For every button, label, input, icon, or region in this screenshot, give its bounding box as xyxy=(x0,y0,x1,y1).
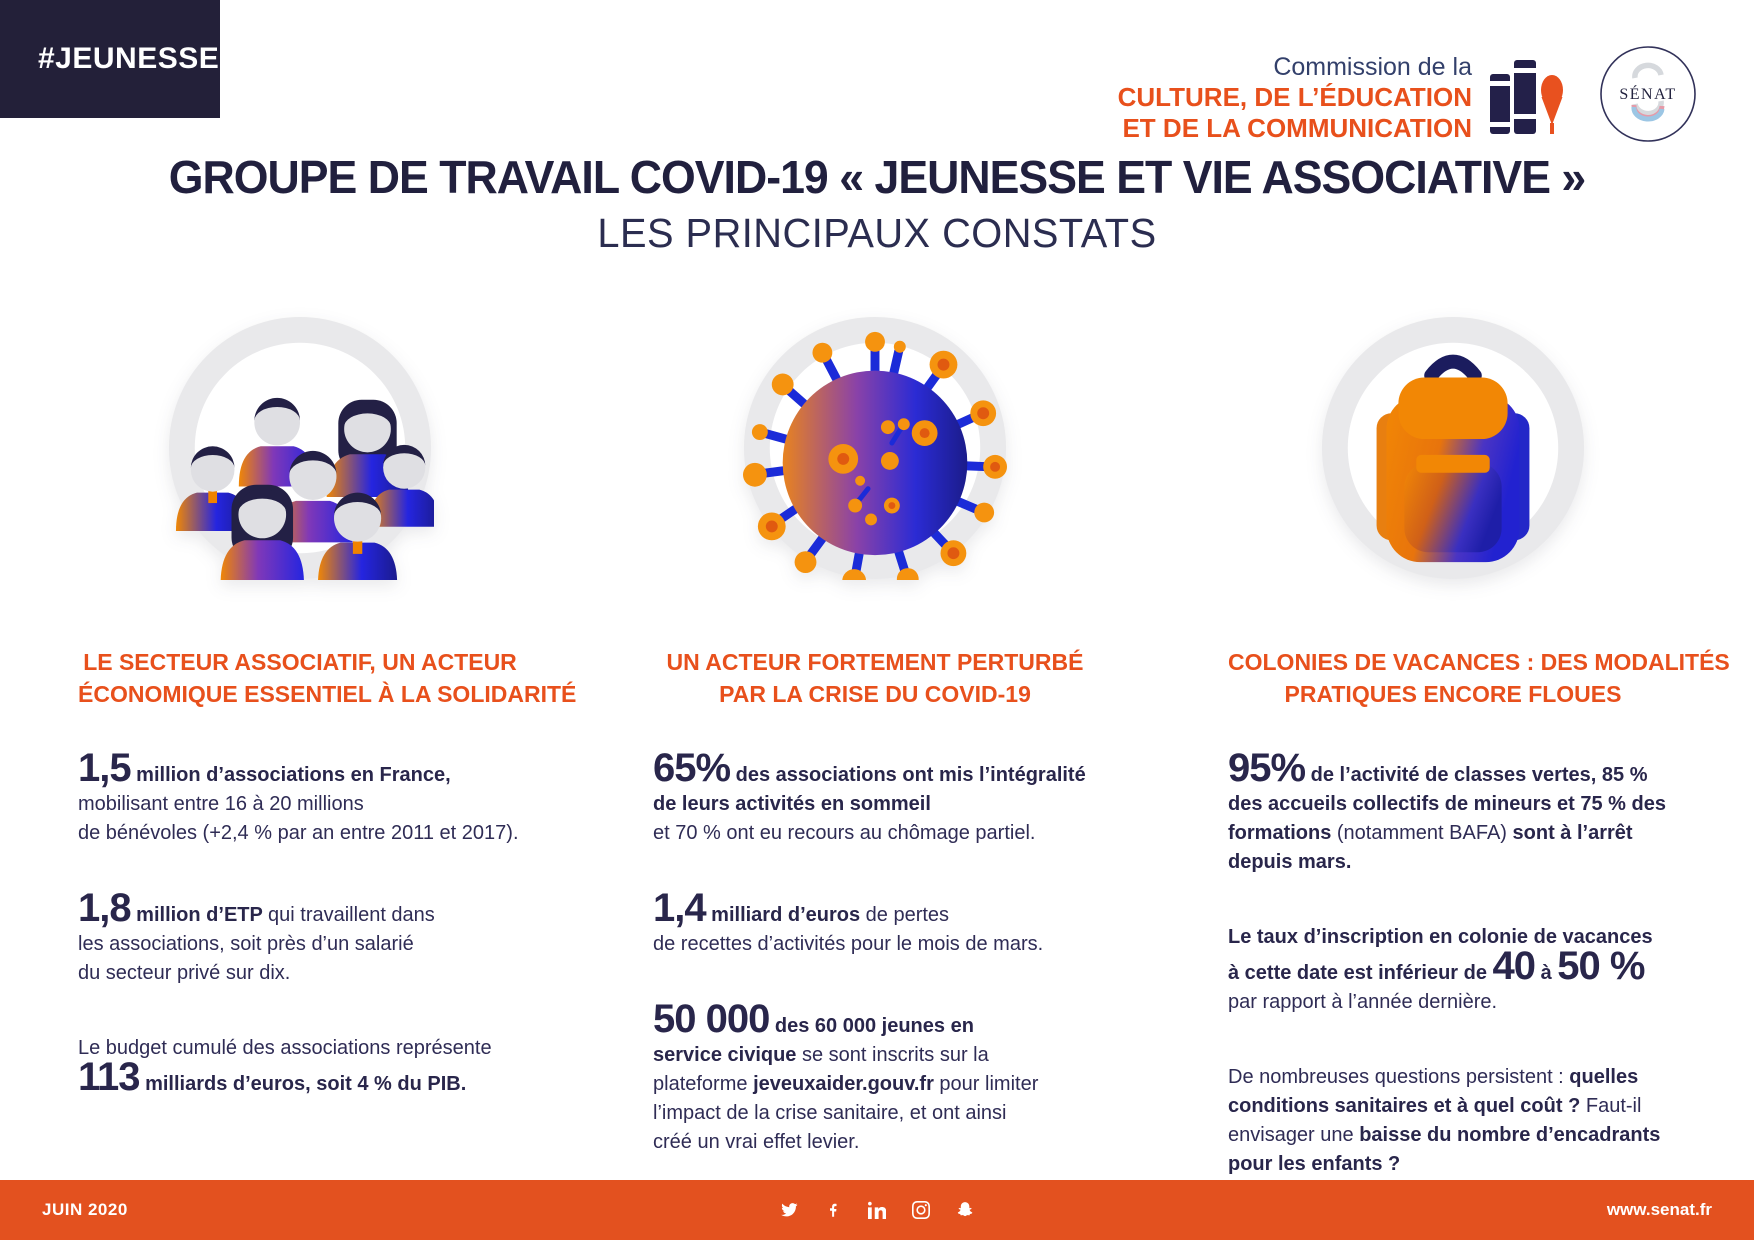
text-segment: conditions sanitaires et à quel coût ? xyxy=(1228,1095,1581,1117)
text-segment: 50 000 xyxy=(653,997,770,1041)
text-segment: (notamment BAFA) xyxy=(1331,822,1513,844)
text-segment: qui travaillent dans xyxy=(268,904,435,926)
hashtag-label: #JEUNESSE xyxy=(38,42,220,75)
stat-paragraph: 65% des associations ont mis l’intégrali… xyxy=(653,748,1097,848)
page-subtitle: LES PRINCIPAUX CONSTATS xyxy=(597,210,1157,256)
commission-line1: Commission de la xyxy=(1273,53,1472,81)
stat-paragraph: Le taux d’inscription en colonie de vaca… xyxy=(1228,923,1678,1017)
text-segment: du secteur privé sur dix. xyxy=(78,962,291,984)
text-segment: à xyxy=(1535,962,1558,984)
column-heading: UN ACTEUR FORTEMENT PERTURBÉ PAR LA CRISE… xyxy=(666,649,1084,707)
stat-paragraph: 1,5 million d’associations en France, mob… xyxy=(78,748,522,848)
text-segment: mobilisant entre 16 à 20 millions xyxy=(78,793,364,815)
text-segment: l’impact de la crise sanitaire, et ont a… xyxy=(653,1102,1007,1124)
text-segment: pour les enfants ? xyxy=(1228,1153,1401,1175)
stat-paragraph: 1,4 milliard d’euros de pertes de recette… xyxy=(653,888,1097,959)
column-acteur-perturbe: UN ACTEUR FORTEMENT PERTURBÉ PAR LA CRISE… xyxy=(653,312,1097,1203)
text-segment: quelles xyxy=(1569,1066,1639,1088)
footer-bar: JUIN 2020 www.senat.fr xyxy=(0,1180,1754,1240)
coronavirus-icon xyxy=(742,316,1008,580)
text-segment: 1,8 xyxy=(78,886,132,930)
text-segment: De nombreuses questions persistent : xyxy=(1228,1066,1570,1088)
text-segment: Faut-il xyxy=(1580,1095,1642,1117)
stat-paragraph: De nombreuses questions persistent : que… xyxy=(1228,1063,1678,1179)
text-segment: par rapport à l’année dernière. xyxy=(1228,991,1498,1013)
stat-paragraph: 95% de l’activité de classes vertes, 85 … xyxy=(1228,748,1678,877)
text-segment: des associations ont mis l’intégralité xyxy=(730,764,1086,786)
text-segment: pour limiter xyxy=(933,1073,1039,1095)
column-stats: 95% de l’activité de classes vertes, 85 … xyxy=(1228,748,1678,1179)
text-segment: million d’associations en France, xyxy=(130,764,451,786)
senat-logo: SÉNAT xyxy=(1600,46,1696,142)
column-secteur-associatif: LE SECTEUR ASSOCIATIF, UN ACTEUR ÉCONOMIQ… xyxy=(78,312,577,1145)
column-heading: LE SECTEUR ASSOCIATIF, UN ACTEUR ÉCONOMIQ… xyxy=(78,649,577,707)
facebook-icon[interactable] xyxy=(824,1201,842,1219)
text-segment: sont à l’arrêt xyxy=(1512,822,1633,844)
text-segment: créé un vrai effet levier. xyxy=(653,1131,860,1153)
text-segment: milliard d’euros xyxy=(705,904,866,926)
stat-paragraph: 50 000 des 60 000 jeunes en service civiq… xyxy=(653,999,1097,1157)
column-heading: COLONIES DE VACANCES : DES MODALITÉS PRAT… xyxy=(1228,649,1730,707)
text-segment: 65% xyxy=(653,746,731,790)
text-segment: formations xyxy=(1228,822,1332,844)
backpack-icon xyxy=(1321,316,1585,580)
column-stats: 1,5 million d’associations en France, mob… xyxy=(78,748,522,1099)
text-segment: de recettes d’activités pour le mois de … xyxy=(653,933,1044,955)
text-segment: de bénévoles (+2,4 % par an entre 2011 e… xyxy=(78,822,519,844)
text-segment: de pertes xyxy=(865,904,950,926)
linkedin-icon[interactable] xyxy=(868,1201,886,1219)
twitter-icon[interactable] xyxy=(780,1201,798,1219)
text-segment: 95% xyxy=(1228,746,1306,790)
footer-social-icons xyxy=(780,1201,974,1219)
text-segment: jeveuxaider.gouv.fr xyxy=(753,1073,934,1095)
text-segment: de leurs activités en sommeil xyxy=(653,793,931,815)
text-segment: service civique xyxy=(653,1044,797,1066)
text-segment: 50 % xyxy=(1557,944,1645,988)
instagram-icon[interactable] xyxy=(912,1201,930,1219)
text-segment: 1,5 xyxy=(78,746,132,790)
senat-logo-text: SÉNAT xyxy=(1619,84,1676,103)
text-segment: envisager une xyxy=(1228,1124,1360,1146)
text-segment: baisse du nombre d’encadrants xyxy=(1359,1124,1661,1146)
commission-block: Commission de la CULTURE, DE L’ÉDUCATION… xyxy=(1118,52,1472,144)
text-segment: 113 xyxy=(78,1055,141,1099)
snapchat-icon[interactable] xyxy=(956,1201,974,1219)
commission-line3: ET DE LA COMMUNICATION xyxy=(1122,113,1472,144)
text-segment: Le taux d’inscription en colonie de vaca… xyxy=(1228,926,1653,948)
text-segment: et 70 % ont eu recours au chômage partie… xyxy=(653,822,1036,844)
stat-paragraph: 1,8 million d’ETP qui travaillent dans le… xyxy=(78,888,522,988)
text-segment: à cette date est inférieur de xyxy=(1228,962,1493,984)
group-of-people-icon xyxy=(168,316,434,580)
page-title: GROUPE DE TRAVAIL COVID-19 « JEUNESSE ET… xyxy=(168,151,1587,203)
text-segment: milliards d’euros, soit 4 % du PIB. xyxy=(139,1073,467,1095)
text-segment: plateforme xyxy=(653,1073,754,1095)
books-and-microphone-icon xyxy=(1490,60,1563,134)
text-segment: les associations, soit près d’un salarié xyxy=(78,933,414,955)
text-segment: des 60 000 jeunes en xyxy=(769,1015,974,1037)
text-segment: 1,4 xyxy=(653,886,707,930)
text-segment: se sont inscrits sur la xyxy=(796,1044,989,1066)
stat-paragraph: Le budget cumulé des associations représ… xyxy=(78,1034,522,1099)
text-segment: des accueils collectifs de mineurs et 75… xyxy=(1228,793,1666,815)
column-stats: 65% des associations ont mis l’intégrali… xyxy=(653,748,1097,1157)
hashtag-banner: #JEUNESSE xyxy=(0,0,220,118)
commission-line2: CULTURE, DE L’ÉDUCATION xyxy=(1117,82,1472,112)
text-segment: million d’ETP xyxy=(130,904,269,926)
text-segment: Le budget cumulé des associations représ… xyxy=(78,1037,492,1059)
text-segment: 40 xyxy=(1492,944,1536,988)
column-colonies-vacances: COLONIES DE VACANCES : DES MODALITÉS PRAT… xyxy=(1228,312,1730,1225)
text-segment: de l’activité de classes vertes, 85 % xyxy=(1305,764,1648,786)
text-segment: depuis mars. xyxy=(1228,851,1352,873)
footer-website-link[interactable]: www.senat.fr xyxy=(1606,1200,1712,1219)
footer-date: JUIN 2020 xyxy=(42,1200,128,1219)
